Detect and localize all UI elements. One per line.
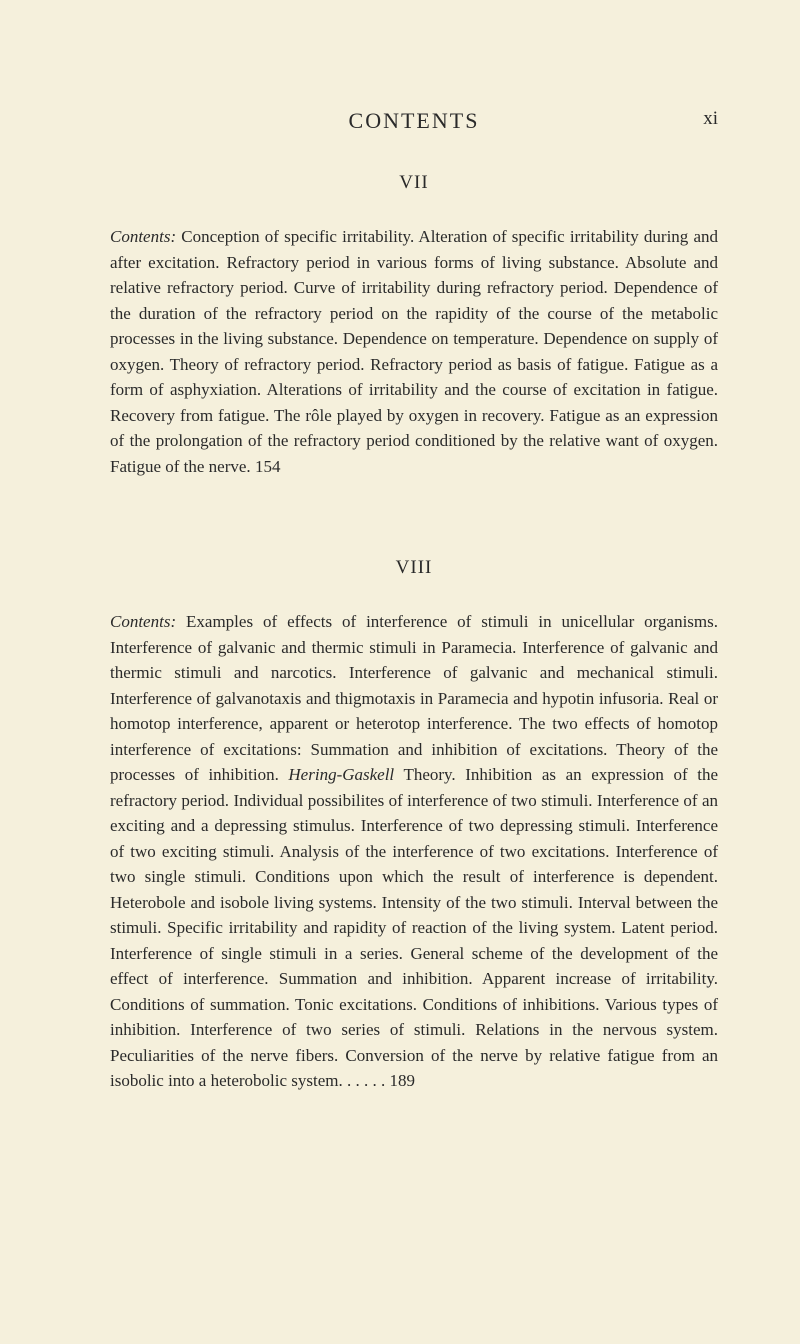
contents-label: Contents: [110,612,176,631]
chapter-vii-page-ref: 154 [255,457,281,476]
chapter-number-viii: VIII [110,557,718,579]
page-title: CONTENTS [349,108,480,134]
chapter-vii-contents: Contents: Conception of specific irritab… [110,224,718,479]
header-row: CONTENTS xi [110,108,718,134]
chapter-vii-text: Conception of specific irritability. Alt… [110,227,718,476]
page-number: xi [703,108,718,130]
chapter-viii-contents: Contents: Examples of effects of interfe… [110,609,718,1094]
italic-phrase: Hering-Gaskell [288,765,394,784]
chapter-number-vii: VII [110,172,718,194]
contents-label: Contents: [110,227,176,246]
section-spacer [110,479,718,557]
chapter-viii-page-ref: 189 [390,1071,416,1090]
chapter-viii-text: Examples of effects of interference of s… [110,612,718,1090]
